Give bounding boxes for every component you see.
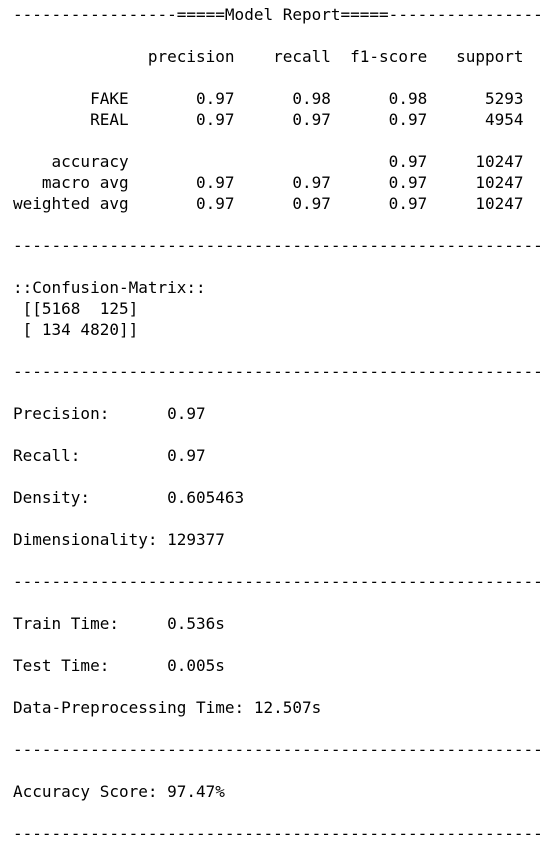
dimensionality-metric: Dimensionality: 129377 [13, 530, 225, 549]
report-column-headers: precision recall f1-score support [13, 47, 524, 66]
blank-line [13, 130, 540, 151]
blank-line [13, 634, 540, 655]
blank-line [13, 25, 540, 46]
report-row-macro-avg: macro avg 0.97 0.97 0.97 10247 [13, 173, 524, 192]
separator-line: ----------------------------------------… [13, 236, 540, 255]
report-row-accuracy: accuracy 0.97 10247 [13, 152, 524, 171]
test-time-metric: Test Time: 0.005s [13, 656, 225, 675]
blank-line [13, 508, 540, 529]
confusion-matrix-title: ::Confusion-Matrix:: [13, 278, 206, 297]
blank-line [13, 256, 540, 277]
report-row-fake: FAKE 0.97 0.98 0.98 5293 [13, 89, 524, 108]
recall-metric: Recall: 0.97 [13, 446, 206, 465]
density-metric: Density: 0.605463 [13, 488, 245, 507]
blank-line [13, 760, 540, 781]
confusion-matrix-row: [[5168 125] [13, 299, 139, 318]
report-row-weighted-avg: weighted avg 0.97 0.97 0.97 10247 [13, 194, 524, 213]
blank-line [13, 592, 540, 613]
blank-line [13, 676, 540, 697]
report-row-real: REAL 0.97 0.97 0.97 4954 [13, 110, 524, 129]
blank-line [13, 424, 540, 445]
confusion-matrix-row: [ 134 4820]] [13, 320, 139, 339]
blank-line [13, 214, 540, 235]
blank-line [13, 340, 540, 361]
blank-line [13, 466, 540, 487]
report-header: -----------------=====Model Report=====-… [13, 5, 540, 24]
blank-line [13, 382, 540, 403]
blank-line [13, 718, 540, 739]
blank-line [13, 67, 540, 88]
blank-line [13, 550, 540, 571]
precision-metric: Precision: 0.97 [13, 404, 206, 423]
console-output: -----------------=====Model Report=====-… [13, 4, 540, 844]
blank-line [13, 802, 540, 823]
separator-line: ----------------------------------------… [13, 362, 540, 381]
accuracy-score-metric: Accuracy Score: 97.47% [13, 782, 225, 801]
separator-line: ----------------------------------------… [13, 824, 540, 843]
separator-line: ----------------------------------------… [13, 572, 540, 591]
train-time-metric: Train Time: 0.536s [13, 614, 225, 633]
preprocessing-time-metric: Data-Preprocessing Time: 12.507s [13, 698, 322, 717]
separator-line: ----------------------------------------… [13, 740, 540, 759]
